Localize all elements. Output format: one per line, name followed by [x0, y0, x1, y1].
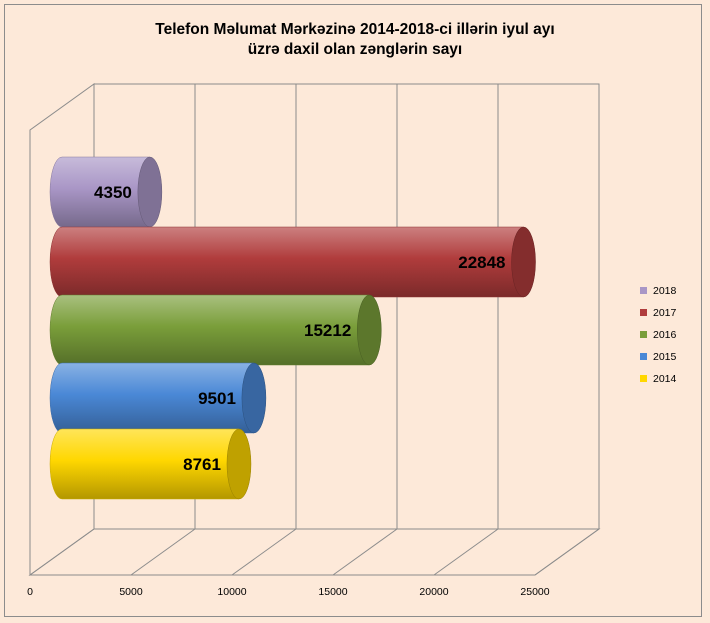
data-label-2016: 15212: [304, 321, 351, 340]
legend-swatch-2016: [640, 331, 647, 338]
x-tick-label-15000: 15000: [318, 586, 347, 598]
bar-body: [49, 156, 151, 228]
legend-swatch-2015: [640, 353, 647, 360]
floor-gridline-15000: [332, 528, 398, 576]
legend-label-2017: 2017: [653, 307, 677, 319]
legend: 2018 2017 2016 2015 2014: [640, 285, 677, 385]
legend-label-2014: 2014: [653, 373, 677, 385]
data-label-2017: 22848: [458, 253, 505, 272]
bar-end-cap: [357, 294, 382, 366]
bar-body: [49, 226, 524, 298]
x-tick-label-5000: 5000: [119, 586, 143, 598]
bar-2014: 8761: [49, 428, 252, 500]
x-tick-label-0: 0: [27, 586, 33, 598]
bar-end-cap: [511, 226, 536, 298]
legend-swatch-2017: [640, 309, 647, 316]
legend-swatch-2014: [640, 375, 647, 382]
chart-title-line-1: Telefon Məlumat Mərkəzinə 2014-2018-ci i…: [155, 21, 554, 38]
legend-label-2016: 2016: [653, 329, 677, 341]
chart-title-line-2: üzrə daxil olan zənglərin sayı: [248, 41, 463, 58]
bar-2017: 22848: [49, 226, 536, 298]
bar-end-cap: [241, 362, 267, 434]
data-label-2014: 8761: [183, 455, 221, 474]
bar-2015: 9501: [49, 362, 267, 434]
legend-swatch-2018: [640, 287, 647, 294]
legend-label-2015: 2015: [653, 351, 677, 363]
floor-gridline-5000: [130, 528, 196, 576]
floor-gridline-25000: [534, 528, 600, 576]
x-tick-label-20000: 20000: [419, 586, 448, 598]
x-tick-label-10000: 10000: [217, 586, 246, 598]
data-label-2015: 9501: [198, 389, 236, 408]
bar-2016: 15212: [49, 294, 382, 366]
x-tick-label-25000: 25000: [520, 586, 549, 598]
floor: [28, 528, 601, 576]
bar-body: [49, 428, 240, 500]
bar-2018: 4350: [49, 156, 163, 228]
bar-end-cap: [226, 428, 252, 500]
floor-gridline-10000: [231, 528, 297, 576]
bar-end-cap: [137, 156, 163, 228]
floor-gridline-20000: [433, 528, 499, 576]
legend-label-2018: 2018: [653, 285, 677, 297]
data-label-2018: 4350: [94, 183, 132, 202]
